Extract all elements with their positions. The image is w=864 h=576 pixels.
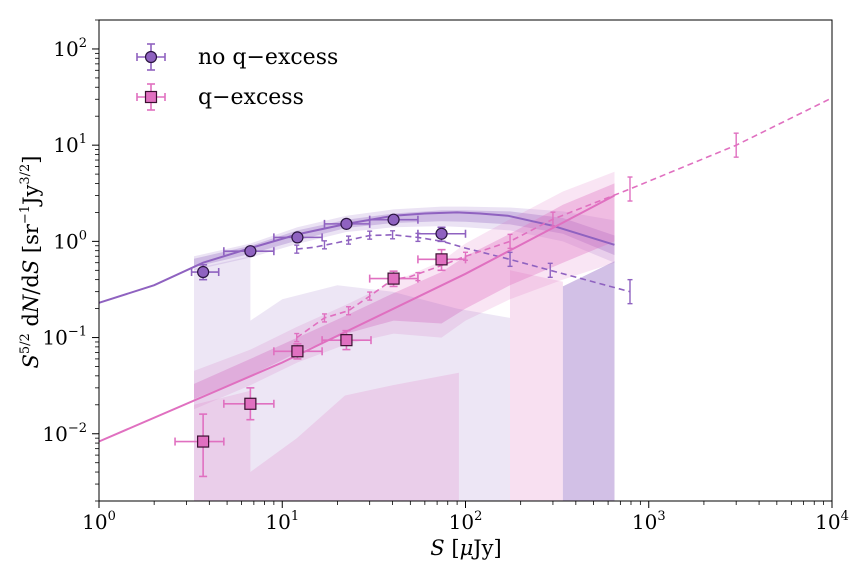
- legend-marker-circle: [144, 50, 158, 64]
- y-axis-label: S5/2 dN/dS [sr−1Jy3/2]: [18, 155, 43, 368]
- completeness-blocks: [194, 256, 615, 501]
- no-q-excess-point: [340, 217, 353, 230]
- y-tick-label: 102: [53, 36, 87, 61]
- q-excess-point: [197, 435, 210, 448]
- pink-model-line: [98, 194, 615, 443]
- legend-label-q-excess: q−excess: [198, 85, 304, 110]
- legend-label-no-q-excess: no q−excess: [198, 45, 338, 70]
- axis-labels: S [μJy] S5/2 dN/dS [sr−1Jy3/2]: [18, 155, 502, 560]
- q-excess-point: [387, 272, 400, 285]
- y-tick-label: 101: [53, 132, 87, 157]
- x-tick-label: 100: [82, 509, 116, 534]
- q-excess-point: [435, 253, 448, 266]
- pink-right-block: [510, 270, 563, 501]
- no-q-excess-point: [197, 265, 210, 279]
- no-q-excess-point: [291, 231, 304, 244]
- axis-ticks: 100 101 102 103 104 10−2 10−1 100 101 102: [42, 19, 849, 534]
- x-axis-label: S [μJy]: [430, 536, 501, 560]
- x-tick-label: 103: [632, 509, 666, 534]
- no-q-excess-point: [244, 245, 257, 258]
- q-excess-point: [244, 397, 257, 410]
- y-tick-label: 100: [53, 228, 87, 253]
- data-markers: [174, 132, 739, 478]
- no-q-excess-point: [435, 227, 448, 240]
- pink-lower-block: [194, 372, 459, 501]
- purple-band-inner: [194, 210, 615, 268]
- x-tick-label: 102: [449, 509, 483, 534]
- y-tick-label: 10−1: [42, 325, 87, 350]
- legend: no q−excess q−excess: [136, 43, 338, 111]
- q-excess-point: [291, 345, 304, 358]
- no-q-excess-point: [387, 213, 400, 226]
- y-tick-label: 10−2: [42, 421, 87, 446]
- x-tick-label: 101: [265, 509, 299, 534]
- x-tick-label: 104: [815, 509, 849, 534]
- q-excess-point: [340, 334, 353, 347]
- purple-band-outer: [194, 206, 615, 271]
- legend-marker-square: [144, 90, 158, 104]
- purple-right-block: [562, 261, 615, 501]
- purple-lower-block: [194, 256, 510, 501]
